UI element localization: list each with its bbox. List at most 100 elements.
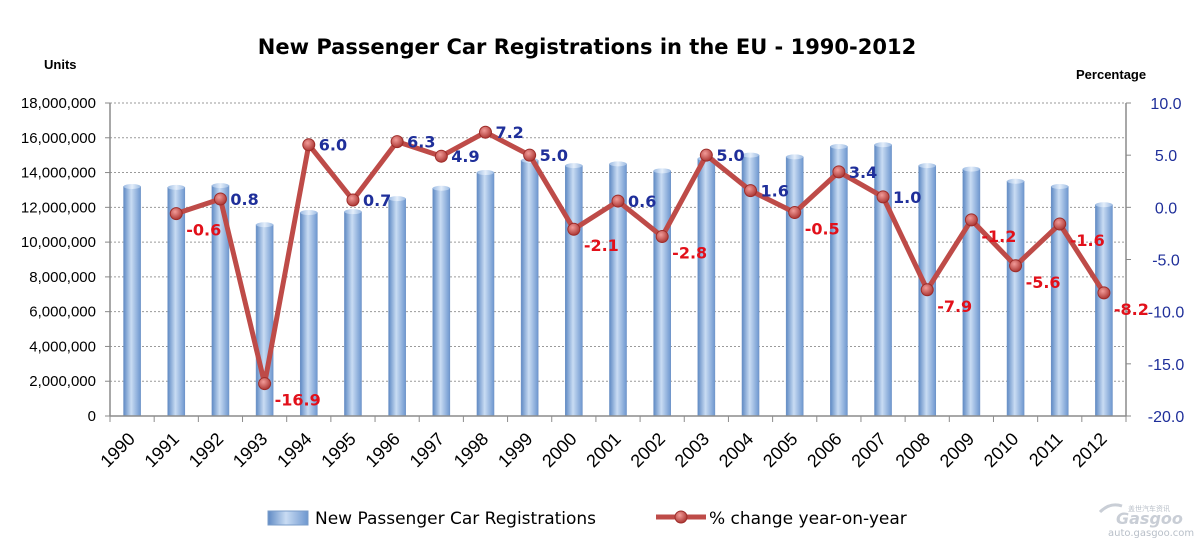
right-tick-label: 10.0	[1150, 96, 1181, 113]
x-tick-label: 1990	[96, 429, 138, 471]
bar-cap	[432, 185, 450, 191]
legend-marker	[674, 510, 688, 524]
left-tick-label: 16,000,000	[21, 130, 96, 147]
right-tick-label: -5.0	[1152, 253, 1180, 270]
bar-1997	[432, 185, 451, 417]
bar-2009	[962, 166, 981, 417]
line-marker-2003	[699, 148, 713, 162]
bar-1998	[476, 170, 495, 417]
line-marker-1997	[434, 149, 448, 163]
x-tick-label: 1993	[229, 429, 271, 471]
data-label-1994: 6.0	[319, 136, 347, 155]
x-tick-label: 1994	[273, 429, 315, 471]
x-tick-label: 1991	[141, 429, 183, 471]
line-path	[175, 129, 1107, 387]
bar-cap	[565, 163, 583, 169]
bar-cap	[476, 170, 494, 176]
line-marker-2009	[964, 213, 978, 227]
bar-cap	[344, 209, 362, 215]
right-tick-label: -15.0	[1148, 357, 1185, 374]
bar-2001	[609, 161, 627, 417]
bar-cap	[609, 161, 627, 167]
right-tick-label: -10.0	[1148, 305, 1185, 322]
x-tick-label: 1997	[406, 429, 448, 471]
legend-label-change: % change year-on-year	[709, 509, 907, 529]
line-marker-1996	[390, 135, 404, 149]
bar-cap	[1007, 178, 1025, 184]
data-label-1999: 5.0	[540, 146, 568, 165]
watermark-cn: 盖世汽车资讯	[1128, 504, 1170, 513]
bar-2000	[565, 163, 583, 417]
line-marker-2000	[567, 222, 581, 236]
left-tick-label: 6,000,000	[29, 304, 96, 321]
right-tick-label: 5.0	[1155, 148, 1177, 165]
line-marker-1998	[478, 125, 492, 139]
bar-cap	[1095, 202, 1113, 208]
line-marker-2005	[788, 206, 802, 220]
x-tick-label: 1999	[494, 429, 536, 471]
bar	[476, 172, 495, 417]
right-axis-ticks: -20.0 -15.0 -10.0 -5.0 0.0 5.0 10.0	[1126, 96, 1184, 426]
bar	[344, 211, 362, 417]
data-label-1993: -16.9	[275, 391, 321, 410]
bar-2011	[1050, 183, 1069, 417]
bar-cap	[874, 142, 892, 148]
bar-2003	[697, 156, 716, 417]
bar-series	[123, 142, 1113, 417]
bar-cap	[123, 183, 141, 189]
data-label-2004: 1.6	[761, 182, 789, 201]
bar	[874, 144, 892, 417]
right-tick-label: -20.0	[1148, 409, 1185, 426]
bar	[830, 146, 848, 417]
line-marker-1995	[346, 193, 360, 207]
bar-2006	[830, 143, 848, 417]
line-marker-2011	[1053, 217, 1067, 231]
right-tick-label: 0.0	[1155, 200, 1177, 217]
x-tick-label: 2003	[671, 429, 713, 471]
line-marker-2004	[744, 184, 758, 198]
bar	[520, 160, 539, 417]
bar	[299, 212, 318, 417]
left-tick-label: 10,000,000	[21, 234, 96, 251]
left-axis-title: Units	[44, 57, 77, 72]
left-tick-label: 4,000,000	[29, 338, 96, 355]
bar-cap	[211, 183, 229, 189]
line-marker-2007	[876, 190, 890, 204]
bar	[432, 187, 451, 417]
line-marker-1994	[302, 138, 316, 152]
bar	[1006, 180, 1025, 417]
bar-2010	[1006, 178, 1025, 417]
line-series	[169, 125, 1111, 391]
bar-1995	[344, 209, 362, 417]
data-label-2007: 1.0	[893, 188, 921, 207]
chart-title: New Passenger Car Registrations in the E…	[258, 35, 916, 59]
data-label-2011: -1.6	[1070, 231, 1105, 250]
data-label-1991: -0.6	[186, 221, 221, 240]
line-marker-2006	[832, 165, 846, 179]
bar	[697, 158, 716, 417]
bar-cap	[830, 143, 848, 149]
legend-item-change: % change year-on-year	[656, 509, 907, 529]
bar-1996	[388, 196, 406, 417]
watermark-swoosh-icon	[1098, 503, 1123, 514]
x-tick-label: 2009	[936, 429, 978, 471]
x-tick-label: 2011	[1025, 429, 1067, 471]
bar-cap	[256, 222, 274, 228]
x-tick-label: 1998	[450, 429, 492, 471]
bar-cap	[388, 196, 406, 202]
line-marker-2001	[611, 194, 625, 208]
bar-cap	[918, 163, 936, 169]
legend-item-registrations: New Passenger Car Registrations	[267, 509, 596, 529]
x-tick-label: 1995	[317, 429, 359, 471]
left-tick-label: 12,000,000	[21, 199, 96, 216]
bar-1990	[123, 183, 141, 417]
data-label-2009: -1.2	[981, 227, 1016, 246]
data-label-2003: 5.0	[716, 146, 744, 165]
x-tick-label: 1996	[361, 429, 403, 471]
bar-1994	[299, 210, 318, 417]
x-tick-label: 2006	[803, 429, 845, 471]
data-label-2008: -7.9	[937, 297, 972, 316]
data-label-1997: 4.9	[451, 147, 479, 166]
bar-2007	[874, 142, 892, 417]
